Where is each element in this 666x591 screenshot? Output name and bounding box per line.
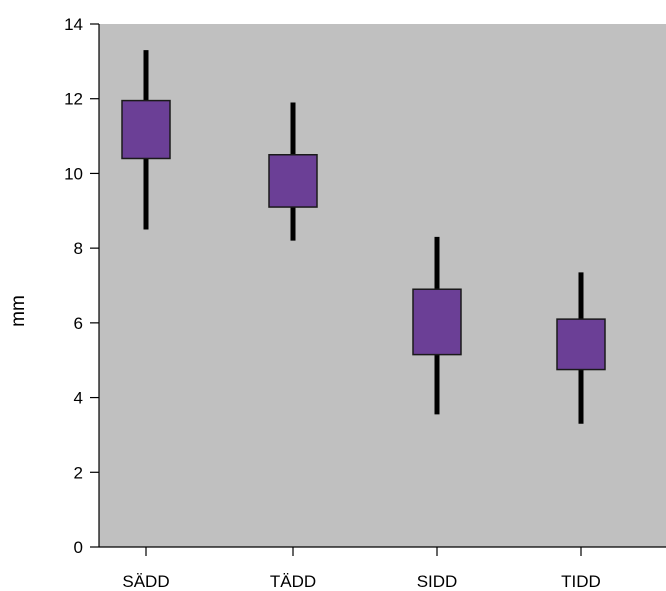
box bbox=[556, 318, 606, 371]
box-group bbox=[268, 102, 318, 241]
y-tick-label: 8 bbox=[74, 239, 83, 258]
box-group bbox=[121, 50, 171, 230]
y-tick-label: 0 bbox=[74, 538, 83, 557]
y-tick-label: 4 bbox=[74, 389, 83, 408]
box-group bbox=[556, 272, 606, 424]
box bbox=[121, 99, 171, 160]
x-tick-label: TÄDD bbox=[270, 572, 316, 591]
y-tick-label: 2 bbox=[74, 463, 83, 482]
y-axis-title: mm bbox=[8, 295, 29, 327]
plot-area bbox=[99, 24, 666, 547]
box bbox=[268, 154, 318, 208]
y-tick-label: 12 bbox=[64, 90, 83, 109]
y-tick-label: 10 bbox=[64, 164, 83, 183]
x-axis: SÄDD TÄDD SIDD TIDD bbox=[99, 546, 666, 591]
y-tick-label: 14 bbox=[64, 15, 83, 34]
y-tick-label: 6 bbox=[74, 314, 83, 333]
x-tick-label: SIDD bbox=[417, 572, 458, 591]
box-group bbox=[412, 236, 462, 415]
x-tick-label: SÄDD bbox=[122, 572, 169, 591]
x-tick-label: TIDD bbox=[561, 572, 601, 591]
y-axis: 0 2 4 6 8 10 12 14 bbox=[64, 15, 100, 557]
box bbox=[412, 288, 462, 356]
box-series bbox=[121, 50, 606, 424]
